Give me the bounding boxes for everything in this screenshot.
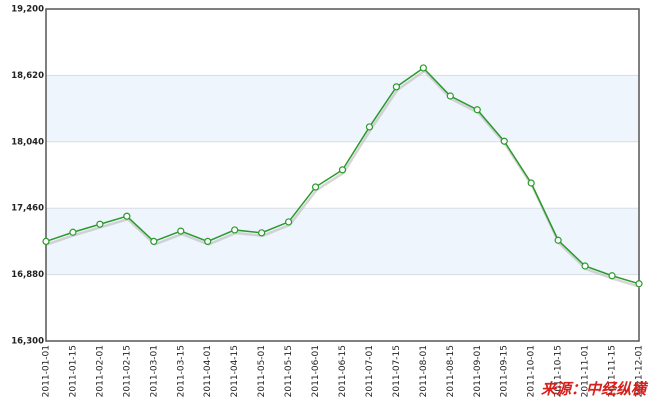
x-tick-label: 2011-09-01 — [473, 345, 483, 397]
x-tick-label: 2011-04-01 — [203, 345, 213, 397]
x-tick-label: 2011-01-01 — [42, 345, 52, 397]
x-tick-label: 2011-02-15 — [122, 345, 132, 397]
point — [392, 83, 401, 91]
x-tick-label: 2011-05-01 — [257, 345, 267, 397]
point — [42, 237, 50, 245]
x-tick-label: 2011-08-01 — [419, 345, 429, 397]
point — [635, 280, 643, 288]
y-tick-label: 18,040 — [11, 137, 44, 147]
x-tick-label: 2011-09-15 — [500, 345, 510, 397]
point — [69, 228, 77, 236]
band — [46, 208, 639, 275]
point — [311, 183, 320, 191]
point — [150, 237, 158, 245]
point — [446, 92, 454, 100]
point — [204, 237, 212, 245]
x-tick-label: 2011-04-15 — [230, 345, 240, 397]
point — [123, 212, 131, 220]
point — [96, 220, 104, 228]
x-tick-label: 2011-10-01 — [527, 345, 537, 397]
x-tick-label: 2011-07-01 — [365, 345, 375, 397]
x-tick-label: 2011-06-15 — [338, 345, 348, 397]
x-tick-label: 2011-03-01 — [149, 345, 159, 397]
point — [500, 137, 508, 145]
source-note: 来源：中经纵横 — [541, 380, 649, 398]
x-tick-label: 2011-03-15 — [176, 345, 186, 397]
x-tick-label: 2011-10-15 — [554, 345, 564, 397]
plot-frame — [45, 8, 640, 342]
x-tick-label: 2011-06-01 — [311, 345, 321, 397]
x-tick-label: 2011-01-15 — [68, 345, 78, 397]
x-tick-label: 2011-08-15 — [446, 345, 456, 397]
point — [419, 64, 427, 72]
point — [581, 262, 589, 270]
point — [284, 218, 293, 226]
x-tick-label: 2011-02-01 — [95, 345, 105, 397]
y-tick-label: 18,620 — [11, 71, 44, 81]
y-tick-label: 19,200 — [11, 5, 44, 15]
y-tick-label: 16,880 — [11, 270, 44, 280]
x-tick-label: 2011-12-01 — [635, 345, 645, 397]
point — [177, 227, 185, 235]
x-tick-label: 2011-11-01 — [581, 345, 591, 397]
x-tick-label: 2011-11-15 — [608, 345, 618, 397]
y-tick-label: 16,300 — [11, 337, 44, 347]
x-tick-label: 2011-07-15 — [392, 345, 402, 397]
x-tick-label: 2011-05-15 — [284, 345, 294, 397]
point — [554, 236, 562, 244]
point — [527, 179, 535, 187]
y-tick-label: 17,460 — [11, 204, 44, 214]
point — [258, 229, 266, 237]
point — [608, 272, 616, 280]
point — [473, 106, 481, 114]
band — [46, 75, 639, 142]
point — [338, 166, 347, 174]
point — [365, 123, 374, 131]
point — [231, 226, 239, 234]
